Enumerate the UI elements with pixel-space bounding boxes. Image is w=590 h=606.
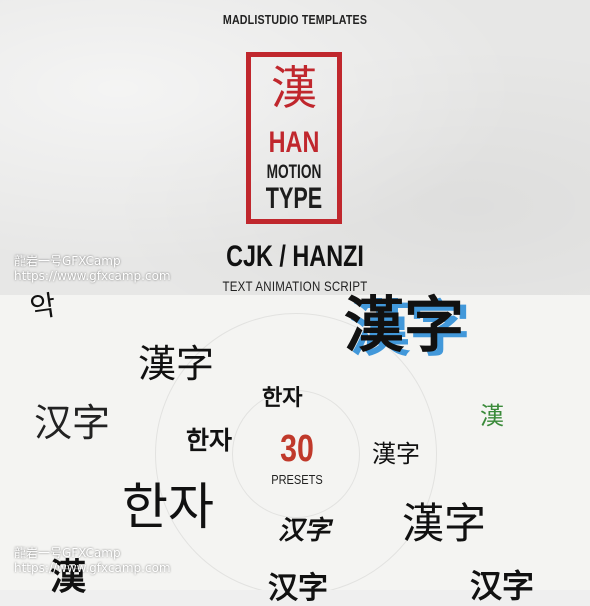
kanji-mid-sample: 漢字 xyxy=(138,342,215,386)
korean-top-sample: 한자 xyxy=(262,386,303,411)
kanji-small-right-sample: 漢字 xyxy=(372,440,420,468)
kanji-blue-shadow: 漢字 xyxy=(350,295,470,365)
watermark-line2: https://www.gfxcamp.com xyxy=(14,269,171,283)
watermark-bottom-line1: 龍岩一号GFXCamp xyxy=(14,546,121,560)
hanzi-left-sample: 汉字 xyxy=(34,401,111,445)
watermark-line1: 龍岩一号GFXCamp xyxy=(14,254,121,268)
han-logo-seal: 漢 HAN MOTION TYPE xyxy=(246,52,342,224)
watermark-bottom-line2: https://www.gfxcamp.com xyxy=(14,561,171,575)
bottom-right-sample: 汉字 xyxy=(470,567,535,605)
preview-panel xyxy=(0,295,590,590)
logo-motion-text: MOTION xyxy=(266,162,322,183)
studio-name: MADLISTUDIO TEMPLATES xyxy=(222,12,368,27)
inner-ring xyxy=(232,390,360,518)
korean-big-sample: 한자 xyxy=(122,478,214,536)
title-panel: MADLISTUDIO TEMPLATES 漢 HAN MOTION TYPE … xyxy=(0,0,590,295)
main-title: CJK / HANZI xyxy=(226,240,364,273)
kanji-big-sample: 漢字 xyxy=(344,291,464,361)
presets-label: PRESETS xyxy=(271,472,323,487)
outer-ring xyxy=(155,313,437,590)
logo-han-character: 漢 xyxy=(271,61,317,115)
korean-left-sample: 한자 xyxy=(186,426,233,455)
hanzi-brush-sample: 汉字 xyxy=(278,516,331,546)
logo-han-text: HAN xyxy=(268,126,320,159)
bottom-mid-sample: 汉字 xyxy=(268,571,328,606)
kanji-right-sample: 漢字 xyxy=(402,499,487,548)
korean-small-sample: 악 xyxy=(27,288,58,325)
green-kanji-sample: 漢 xyxy=(480,402,504,430)
subtitle: TEXT ANIMATION SCRIPT xyxy=(222,278,368,294)
logo-type-text: TYPE xyxy=(265,182,323,215)
presets-count: 30 xyxy=(280,428,314,470)
